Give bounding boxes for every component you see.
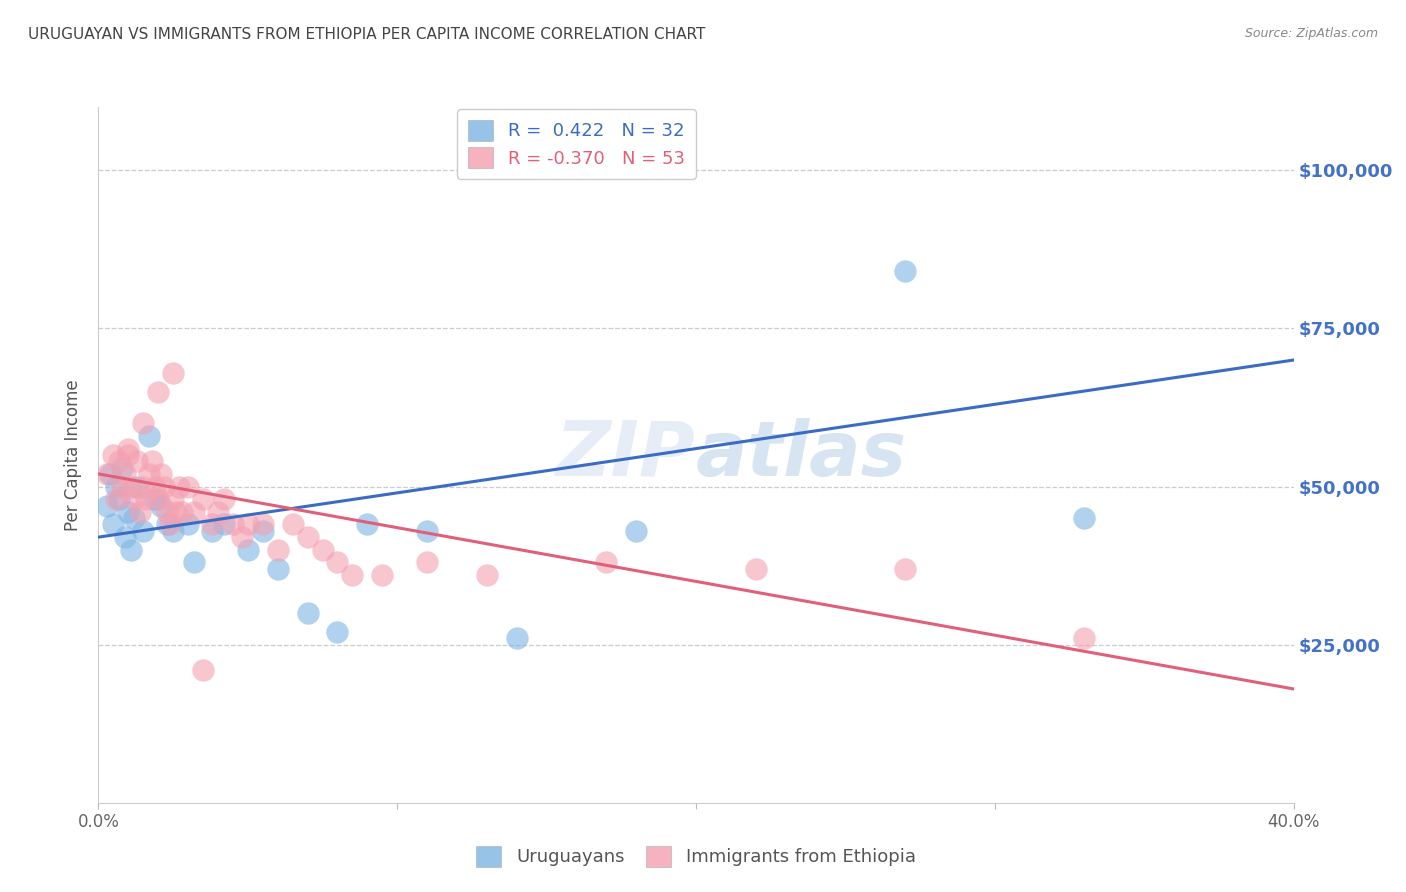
Point [177, 517, 200, 532]
Point [207, 505, 229, 519]
Point [326, 556, 349, 570]
Point [416, 524, 439, 538]
Point [132, 524, 155, 538]
Point [138, 429, 160, 443]
Point [143, 479, 166, 493]
Point [326, 625, 349, 640]
Point [311, 542, 333, 557]
Point [148, 384, 170, 399]
Point [162, 366, 184, 380]
Point [416, 556, 439, 570]
Point [894, 562, 917, 576]
Point [132, 417, 155, 431]
Point [150, 467, 173, 481]
Point [201, 517, 224, 532]
Point [222, 517, 245, 532]
Point [356, 517, 378, 532]
Point [120, 542, 142, 557]
Point [236, 517, 259, 532]
Point [156, 517, 179, 532]
Point [297, 530, 319, 544]
Point [114, 467, 136, 481]
Text: Source: ZipAtlas.com: Source: ZipAtlas.com [1244, 27, 1378, 40]
Point [267, 542, 290, 557]
Point [96, 467, 118, 481]
Point [162, 492, 184, 507]
Point [143, 492, 166, 507]
Point [165, 505, 187, 519]
Point [156, 505, 179, 519]
Point [475, 568, 498, 582]
Point [117, 505, 139, 519]
Point [100, 467, 122, 481]
Point [111, 479, 134, 493]
Point [177, 479, 200, 493]
Point [894, 264, 917, 278]
Point [342, 568, 364, 582]
Point [114, 530, 136, 544]
Point [745, 562, 768, 576]
Point [105, 492, 128, 507]
Point [191, 492, 214, 507]
Point [117, 442, 139, 456]
Point [506, 632, 529, 646]
Point [141, 454, 163, 468]
Point [172, 505, 194, 519]
Point [212, 517, 235, 532]
Point [183, 505, 205, 519]
Legend: Uruguayans, Immigrants from Ethiopia: Uruguayans, Immigrants from Ethiopia [470, 838, 922, 874]
Point [135, 492, 157, 507]
Point [120, 479, 142, 493]
Point [167, 479, 190, 493]
Point [96, 499, 118, 513]
Point [124, 492, 146, 507]
Text: atlas: atlas [696, 418, 907, 491]
Point [103, 448, 125, 462]
Text: URUGUAYAN VS IMMIGRANTS FROM ETHIOPIA PER CAPITA INCOME CORRELATION CHART: URUGUAYAN VS IMMIGRANTS FROM ETHIOPIA PE… [28, 27, 706, 42]
Point [626, 524, 648, 538]
Point [267, 562, 290, 576]
Point [297, 606, 319, 620]
Point [150, 499, 173, 513]
Point [108, 454, 131, 468]
Point [138, 467, 160, 481]
Point [153, 479, 176, 493]
Point [231, 530, 253, 544]
Point [111, 460, 134, 475]
Point [117, 448, 139, 462]
Point [281, 517, 304, 532]
Point [212, 492, 235, 507]
Point [127, 479, 149, 493]
Point [159, 517, 181, 532]
Point [595, 556, 617, 570]
Point [371, 568, 394, 582]
Point [108, 492, 131, 507]
Point [103, 517, 125, 532]
Point [201, 524, 224, 538]
Point [236, 542, 259, 557]
Point [1073, 511, 1095, 525]
Point [162, 524, 184, 538]
Point [1073, 632, 1095, 646]
Point [252, 524, 274, 538]
Point [129, 505, 152, 519]
Point [148, 492, 170, 507]
Point [132, 479, 155, 493]
Y-axis label: Per Capita Income: Per Capita Income [65, 379, 83, 531]
Point [191, 663, 214, 677]
Point [183, 556, 205, 570]
Point [252, 517, 274, 532]
Point [105, 479, 128, 493]
Point [127, 454, 149, 468]
Text: ZIP: ZIP [557, 418, 696, 491]
Point [124, 511, 146, 525]
